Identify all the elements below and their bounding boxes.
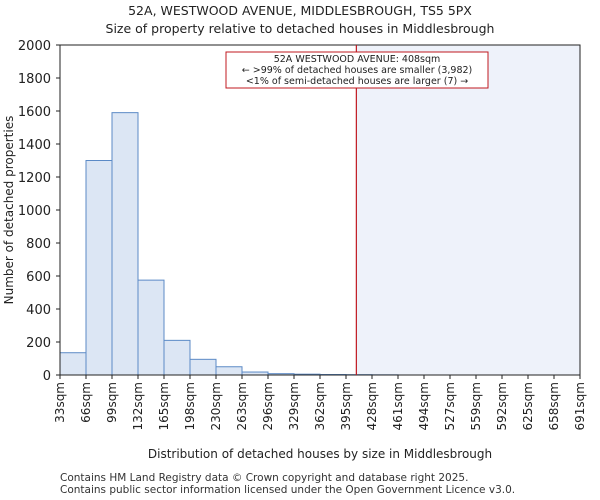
footer-line-2: Contains public sector information licen…	[60, 484, 516, 496]
annotation-box	[225, 51, 489, 89]
y-tick-label: 1200	[18, 171, 51, 186]
x-tick-label: 329sqm	[287, 382, 301, 430]
y-tick-label: 1000	[18, 204, 51, 219]
y-tick-label: 200	[26, 336, 51, 351]
y-tick-label: 0	[43, 369, 51, 384]
x-tick-label: 494sqm	[417, 382, 431, 430]
x-tick-label: 461sqm	[391, 382, 405, 430]
y-tick-label: 400	[26, 303, 51, 318]
annotation-line-3: <1% of semi-detached houses are larger (…	[246, 76, 468, 87]
annotation-line-1: 52A WESTWOOD AVENUE: 408sqm	[274, 54, 441, 65]
x-tick-label: 296sqm	[261, 382, 275, 430]
plot-frame	[59, 44, 581, 376]
x-tick-label: 395sqm	[339, 382, 353, 430]
bar-198sqm	[189, 358, 217, 376]
y-axis: 0 200 400 600 800 1000 1200 1400 1600 1800 2000	[18, 39, 60, 384]
x-tick-label: 165sqm	[157, 382, 171, 430]
x-tick-label: 33sqm	[53, 382, 67, 423]
bar-230sqm	[215, 366, 243, 376]
x-tick-label: 527sqm	[443, 382, 457, 430]
x-axis: 33sqm 66sqm 99sqm 132sqm 165sqm 198sqm 230sqm 2…	[53, 375, 587, 430]
x-tick-label: 198sqm	[183, 382, 197, 430]
y-tick-label: 2000	[18, 39, 51, 54]
histogram-chart: 0 200 400 600 800 1000 1200 1400 1600 1800 2000 33…	[2, 39, 587, 461]
footer-line-1: Contains HM Land Registry data © Crown c…	[60, 472, 469, 484]
chart-subtitle: Size of property relative to detached ho…	[105, 21, 495, 36]
x-tick-label: 592sqm	[495, 382, 509, 430]
x-tick-label: 428sqm	[365, 382, 379, 430]
x-tick-label: 230sqm	[209, 382, 223, 430]
bar-165sqm	[163, 339, 191, 376]
y-tick-label: 800	[26, 237, 51, 252]
annotation-line-2: ← >99% of detached houses are smaller (3…	[242, 65, 473, 76]
bar-99sqm	[111, 112, 139, 376]
bar-33sqm	[59, 352, 87, 376]
bars-group	[59, 112, 399, 376]
y-tick-label: 600	[26, 270, 51, 285]
x-tick-label: 559sqm	[469, 382, 483, 430]
y-tick-label: 1800	[18, 72, 51, 87]
y-axis-label: Number of detached properties	[2, 116, 16, 305]
y-tick-label: 1600	[18, 105, 51, 120]
bar-66sqm	[85, 160, 113, 376]
chart-title: 52A, WESTWOOD AVENUE, MIDDLESBROUGH, TS5…	[128, 3, 472, 18]
x-tick-label: 99sqm	[105, 382, 119, 423]
x-tick-label: 658sqm	[547, 382, 561, 430]
x-axis-label: Distribution of detached houses by size …	[148, 447, 492, 461]
y-tick-label: 1400	[18, 138, 51, 153]
highlight-region	[356, 45, 580, 375]
x-tick-label: 625sqm	[521, 382, 535, 430]
x-tick-label: 691sqm	[573, 382, 587, 430]
x-tick-label: 66sqm	[79, 382, 93, 423]
x-tick-label: 362sqm	[313, 382, 327, 430]
x-tick-label: 263sqm	[235, 382, 249, 430]
bar-132sqm	[137, 279, 165, 376]
x-tick-label: 132sqm	[131, 382, 145, 430]
